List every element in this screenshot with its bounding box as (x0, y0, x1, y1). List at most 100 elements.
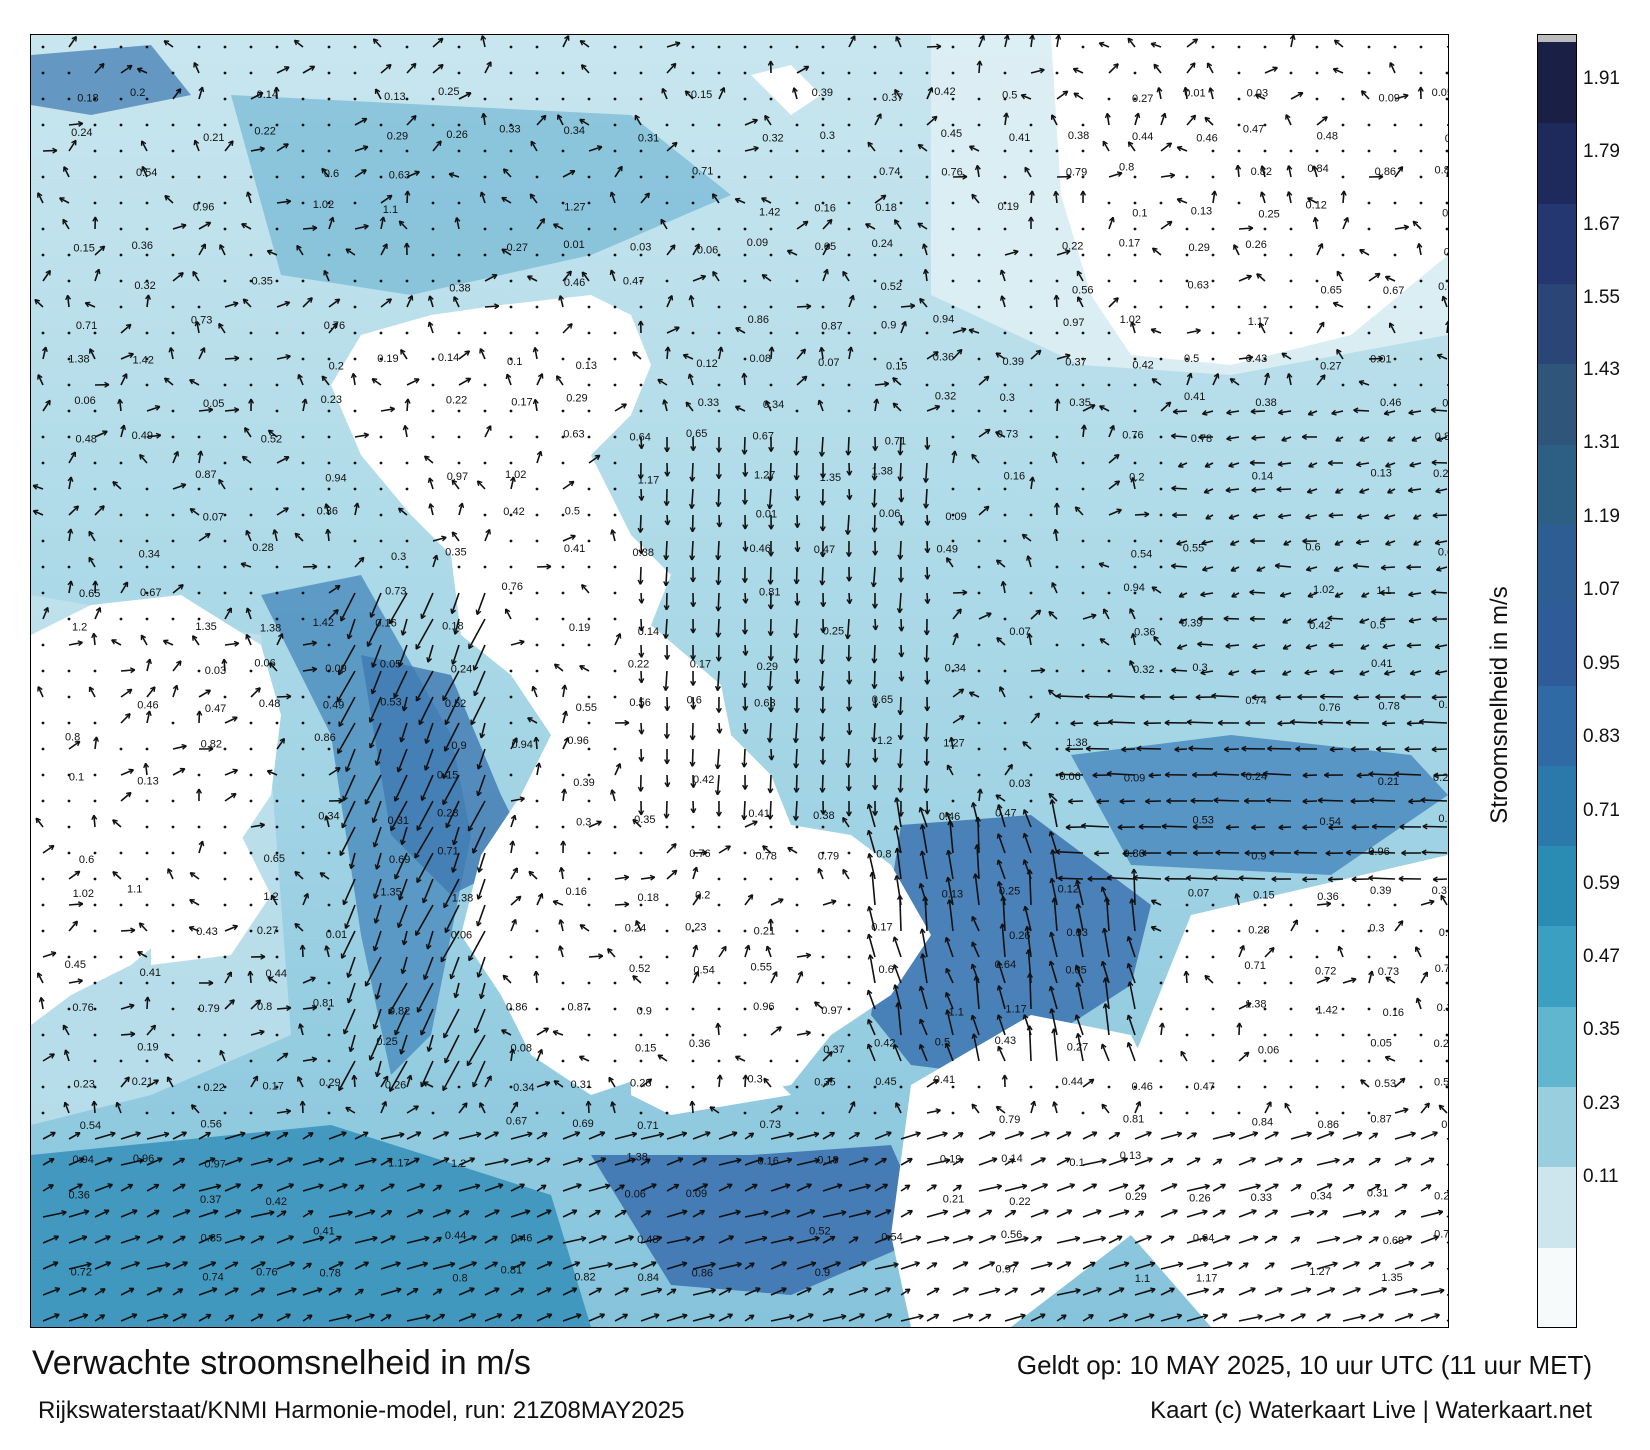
current-arrow (1157, 87, 1162, 100)
calm-dot (769, 1059, 773, 1063)
calm-dot (249, 903, 253, 907)
current-arrow (1290, 92, 1304, 100)
calm-dot (275, 565, 279, 569)
calm-dot (1315, 279, 1319, 283)
calm-dot (1341, 331, 1345, 335)
arrow-head (674, 142, 678, 148)
calm-dot (899, 201, 903, 205)
calm-dot (535, 825, 539, 829)
current-arrow (1333, 68, 1344, 74)
arrow-head (1207, 62, 1213, 67)
calm-dot (717, 175, 721, 179)
calm-dot (145, 565, 149, 569)
arrow-head (1099, 562, 1105, 565)
arrow-head (1169, 172, 1175, 176)
arrow-head (448, 173, 454, 178)
calm-dot (405, 461, 409, 465)
calm-dot (223, 747, 227, 751)
calm-dot (1341, 929, 1345, 933)
arrow-head (764, 114, 770, 119)
calm-dot (665, 1033, 669, 1037)
arrow-head (37, 192, 43, 197)
current-arrow (68, 122, 83, 126)
arrow-head (1323, 374, 1326, 380)
current-arrow (894, 219, 902, 230)
calm-dot (691, 331, 695, 335)
arrow-head (1361, 90, 1367, 94)
calm-dot (1159, 669, 1163, 673)
current-arrow (1264, 66, 1278, 74)
calm-dot (691, 71, 695, 75)
current-arrow (899, 540, 902, 560)
calm-dot (249, 721, 253, 725)
calm-dot (1107, 97, 1111, 101)
calm-dot (847, 981, 851, 985)
calm-dot (587, 903, 591, 907)
calm-dot (639, 227, 643, 231)
calm-dot (1367, 201, 1371, 205)
current-arrow (198, 221, 212, 230)
calm-dot (613, 1059, 617, 1063)
calm-dot (665, 201, 669, 205)
calm-dot (249, 773, 253, 777)
arrow-head (1260, 165, 1263, 171)
calm-dot (717, 929, 721, 933)
arrow-head (793, 87, 798, 92)
calm-dot (1393, 305, 1397, 309)
arrow-head (1273, 67, 1278, 72)
arrow-head (1027, 216, 1032, 222)
current-arrow (484, 61, 492, 74)
calm-dot (977, 591, 981, 595)
calm-dot (1237, 929, 1241, 933)
calm-dot (587, 539, 591, 543)
current-arrow (1136, 747, 1162, 750)
arrow-head (260, 147, 265, 153)
arrow-head (372, 841, 375, 848)
calm-dot (171, 409, 175, 413)
arrow-head (47, 607, 50, 613)
calm-dot (613, 253, 617, 257)
arrow-head (617, 165, 623, 170)
calm-dot (1055, 747, 1059, 751)
calm-dot (1393, 123, 1397, 127)
arrow-head (753, 119, 758, 125)
arrow-head (1292, 35, 1296, 40)
calm-dot (353, 357, 357, 361)
calm-dot (951, 45, 955, 49)
current-arrow (354, 169, 367, 178)
calm-dot (847, 851, 851, 855)
current-arrow (926, 115, 938, 126)
calm-dot (1289, 955, 1293, 959)
calm-dot (1055, 279, 1059, 283)
calm-dot (457, 201, 461, 205)
calm-dot (1081, 45, 1085, 49)
calm-dot (977, 539, 981, 543)
arrow-head (894, 88, 900, 93)
arrow-head (436, 140, 442, 144)
calm-dot (509, 565, 513, 569)
arrow-head (557, 114, 563, 119)
calm-dot (769, 97, 773, 101)
calm-dot (951, 201, 955, 205)
calm-dot (431, 383, 435, 387)
calm-dot (353, 539, 357, 543)
arrow-head (734, 198, 739, 204)
arrow-head (579, 119, 583, 125)
calm-dot (1393, 955, 1397, 959)
calm-dot (691, 201, 695, 205)
calm-dot (301, 591, 305, 595)
arrow-head (344, 923, 347, 929)
calm-dot (769, 45, 773, 49)
arrow-head (1378, 173, 1384, 178)
calm-dot (1419, 1085, 1423, 1089)
arrow-head (241, 223, 245, 229)
calm-dot (41, 877, 45, 881)
calm-dot (613, 227, 617, 231)
calm-dot (197, 175, 201, 179)
calm-dot (561, 591, 565, 595)
calm-dot (67, 279, 71, 283)
calm-dot (1211, 253, 1215, 257)
calm-dot (1419, 383, 1423, 387)
current-arrow (455, 217, 460, 230)
calm-dot (379, 175, 383, 179)
